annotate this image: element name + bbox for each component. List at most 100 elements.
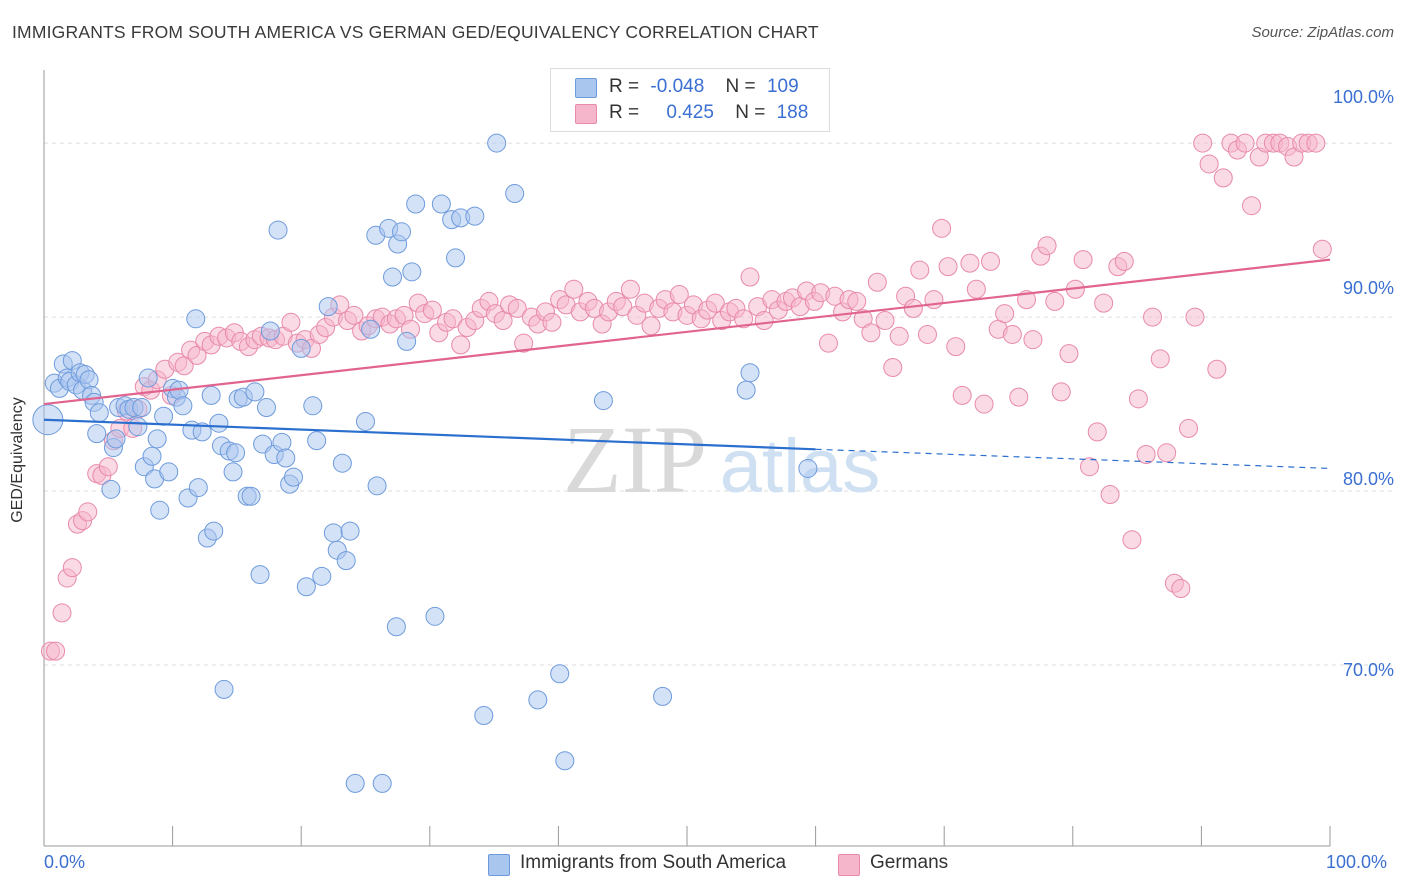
immigrants-trend-extension (815, 448, 1331, 470)
immigrants-point (367, 476, 387, 496)
x-tick-label-max: 100.0% (1326, 852, 1388, 872)
germans-point (443, 309, 463, 329)
axes (43, 70, 1331, 847)
immigrants-point (505, 184, 525, 204)
germans-point (847, 291, 867, 311)
germans-point (1009, 387, 1029, 407)
n-value: 188 (776, 102, 809, 123)
germans-point (1185, 307, 1205, 327)
germans-point (1312, 239, 1332, 259)
germans-point (875, 311, 895, 331)
y-tick-label-70: 70.0% (1342, 660, 1394, 680)
immigrants-point (593, 391, 613, 411)
immigrants-point (318, 297, 338, 317)
germans-point (1002, 324, 1022, 344)
germans-point (1171, 578, 1191, 598)
germans-point (740, 267, 760, 287)
legend-swatch-blue (488, 854, 510, 876)
immigrants-point (138, 368, 158, 388)
germans-point (1023, 330, 1043, 350)
germans-point (613, 297, 633, 317)
immigrants-point (188, 478, 208, 498)
germans-point (932, 218, 952, 238)
germans-point (52, 603, 72, 623)
germans-point (734, 309, 754, 329)
germans-point (1059, 344, 1079, 364)
immigrants-point (173, 396, 193, 416)
immigrants-point (307, 431, 327, 451)
germans-point (1136, 445, 1156, 465)
germans-point (1150, 349, 1170, 369)
germans-point (952, 385, 972, 405)
germans-point (705, 293, 725, 313)
immigrants-point (740, 363, 760, 383)
legend-label-germans: Germans (870, 852, 949, 873)
immigrants-point (431, 194, 451, 214)
immigrants-point (528, 690, 548, 710)
germans-point (903, 298, 923, 318)
germans-point (1122, 530, 1142, 550)
legend-swatch-pink (838, 854, 860, 876)
chart-title: IMMIGRANTS FROM SOUTH AMERICA VS GERMAN … (12, 22, 819, 42)
immigrants-point (446, 248, 466, 268)
immigrants-point (201, 385, 221, 405)
immigrants-point (425, 606, 445, 626)
immigrants-point (356, 411, 375, 431)
immigrants-point (312, 566, 332, 586)
immigrants-point (226, 443, 246, 463)
immigrants-point (474, 706, 494, 726)
germans-point (344, 305, 364, 325)
germans-point (1100, 485, 1120, 505)
germans-point (883, 358, 903, 378)
germans-point (669, 284, 689, 304)
immigrants-point (332, 453, 352, 473)
immigrants-point (283, 467, 303, 487)
trend-lines (43, 258, 1331, 470)
immigrants-point (186, 309, 206, 329)
germans-point (974, 394, 994, 414)
legend-swatch-pink (575, 104, 597, 124)
germans-point (1179, 418, 1199, 438)
immigrants-point (214, 679, 234, 699)
germans-point (938, 257, 958, 277)
immigrants-point (256, 398, 276, 418)
germans-trend-line (43, 258, 1331, 406)
immigrants-point (487, 133, 507, 153)
germans-point (946, 337, 966, 357)
germans-point (281, 312, 301, 332)
immigrants-point (272, 432, 292, 452)
immigrants-point (406, 194, 426, 214)
germans-point (966, 279, 986, 299)
immigrants-point (192, 422, 212, 442)
y-tick-label-90: 90.0% (1342, 278, 1394, 298)
germans-point (1128, 389, 1148, 409)
x-tick-label-min: 0.0% (44, 852, 86, 872)
legend-swatch-blue (575, 78, 597, 98)
immigrants-point (798, 458, 818, 478)
immigrants-point (250, 565, 270, 585)
r-value: -0.048 (650, 76, 705, 97)
germans-point (46, 641, 66, 661)
germans-point (867, 272, 887, 292)
immigrants-trend-line (43, 418, 816, 451)
immigrants-point (89, 403, 109, 423)
immigrants-point (132, 398, 152, 418)
germans-point (1080, 457, 1100, 477)
immigrants-point (386, 617, 406, 637)
immigrants-point (372, 773, 392, 793)
germans-point (1242, 196, 1262, 216)
immigrants-point (383, 267, 403, 287)
n-label: N = (735, 102, 766, 123)
germans-point (1073, 250, 1093, 270)
immigrants-point (223, 462, 243, 482)
immigrants-point (87, 424, 107, 444)
germans-point (889, 326, 909, 346)
immigrants-point (555, 751, 575, 771)
immigrants-point (397, 331, 417, 351)
y-axis-label: GED/Equivalency (9, 397, 26, 523)
immigrants-point (79, 370, 99, 390)
germans-point (641, 316, 661, 336)
immigrants-point (154, 406, 174, 426)
y-tick-label-100: 100.0% (1332, 87, 1394, 107)
